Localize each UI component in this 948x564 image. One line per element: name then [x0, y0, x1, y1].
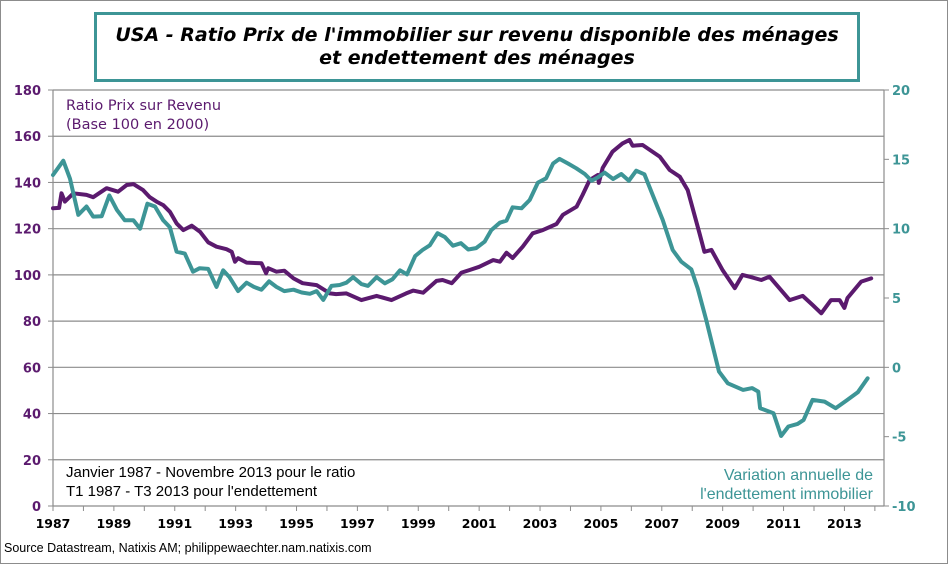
- left-axis-tick-label: 80: [23, 315, 41, 330]
- x-axis-tick-label: 1991: [157, 516, 192, 531]
- right-axis-tick-label: 0: [892, 361, 901, 376]
- period-note-line2: T1 1987 - T3 2013 pour l'endettement: [66, 483, 318, 500]
- axes: 0 20 40 60 80 100 120 140 160 180 -10 -5 0 5 10 15 20 198…: [14, 84, 916, 531]
- x-axis-tick-label: 2013: [827, 516, 862, 531]
- x-axis-tick-label: 1995: [279, 516, 314, 531]
- x-axis-tick-label: 2007: [644, 516, 679, 531]
- x-axis-tick-label: 1987: [36, 516, 71, 531]
- left-axis-tick-label: 160: [14, 130, 41, 145]
- right-axis-tick-label: 20: [892, 84, 910, 99]
- right-axis-tick-label: 15: [892, 153, 910, 168]
- source-note: Source Datastream, Natixis AM; philippew…: [4, 541, 372, 555]
- left-series-label-line2: (Base 100 en 2000): [66, 117, 209, 133]
- right-axis-tick-label: 10: [892, 223, 910, 238]
- right-axis-tick-label: 5: [892, 292, 901, 307]
- price-income-ratio-line: [51, 137, 874, 316]
- left-series-label-line1: Ratio Prix sur Revenu: [66, 98, 221, 114]
- left-axis-tick-label: 0: [32, 500, 41, 515]
- left-axis-tick-label: 100: [14, 269, 41, 284]
- x-axis-tick-label: 1993: [218, 516, 253, 531]
- x-axis-tick-label: 2011: [766, 516, 801, 531]
- left-axis-tick-label: 180: [14, 84, 41, 99]
- left-axis-tick-label: 20: [23, 454, 41, 469]
- left-axis-tick-label: 60: [23, 361, 41, 376]
- left-axis-tick-label: 40: [23, 408, 41, 423]
- mortgage-debt-growth-line: [51, 156, 870, 438]
- left-axis-tick-label: 120: [14, 223, 41, 238]
- x-axis-tick-label: 1999: [401, 516, 436, 531]
- chart-title-line1: USA - Ratio Prix de l'immobilier sur rev…: [115, 24, 839, 46]
- chart-title-line2: et endettement des ménages: [319, 47, 635, 69]
- left-axis-tick-label: 140: [14, 176, 41, 191]
- x-axis-tick-label: 1989: [96, 516, 131, 531]
- x-axis-tick-label: 2001: [462, 516, 497, 531]
- x-axis-tick-label: 1997: [340, 516, 375, 531]
- period-note-line1: Janvier 1987 - Novembre 2013 pour le rat…: [66, 464, 355, 481]
- x-axis-tick-label: 2003: [523, 516, 558, 531]
- gridlines: [53, 89, 884, 461]
- right-series-label-line2: l'endettement immobilier: [700, 486, 874, 503]
- x-axis-tick-label: 2009: [705, 516, 740, 531]
- right-series-label-line1: Variation annuelle de: [724, 467, 873, 484]
- x-axis-tick-label: 2005: [584, 516, 619, 531]
- right-axis-tick-label: -5: [892, 431, 906, 446]
- right-axis-tick-label: -10: [892, 500, 916, 515]
- series-lines: [51, 137, 874, 438]
- chart-title-box: USA - Ratio Prix de l'immobilier sur rev…: [94, 12, 860, 82]
